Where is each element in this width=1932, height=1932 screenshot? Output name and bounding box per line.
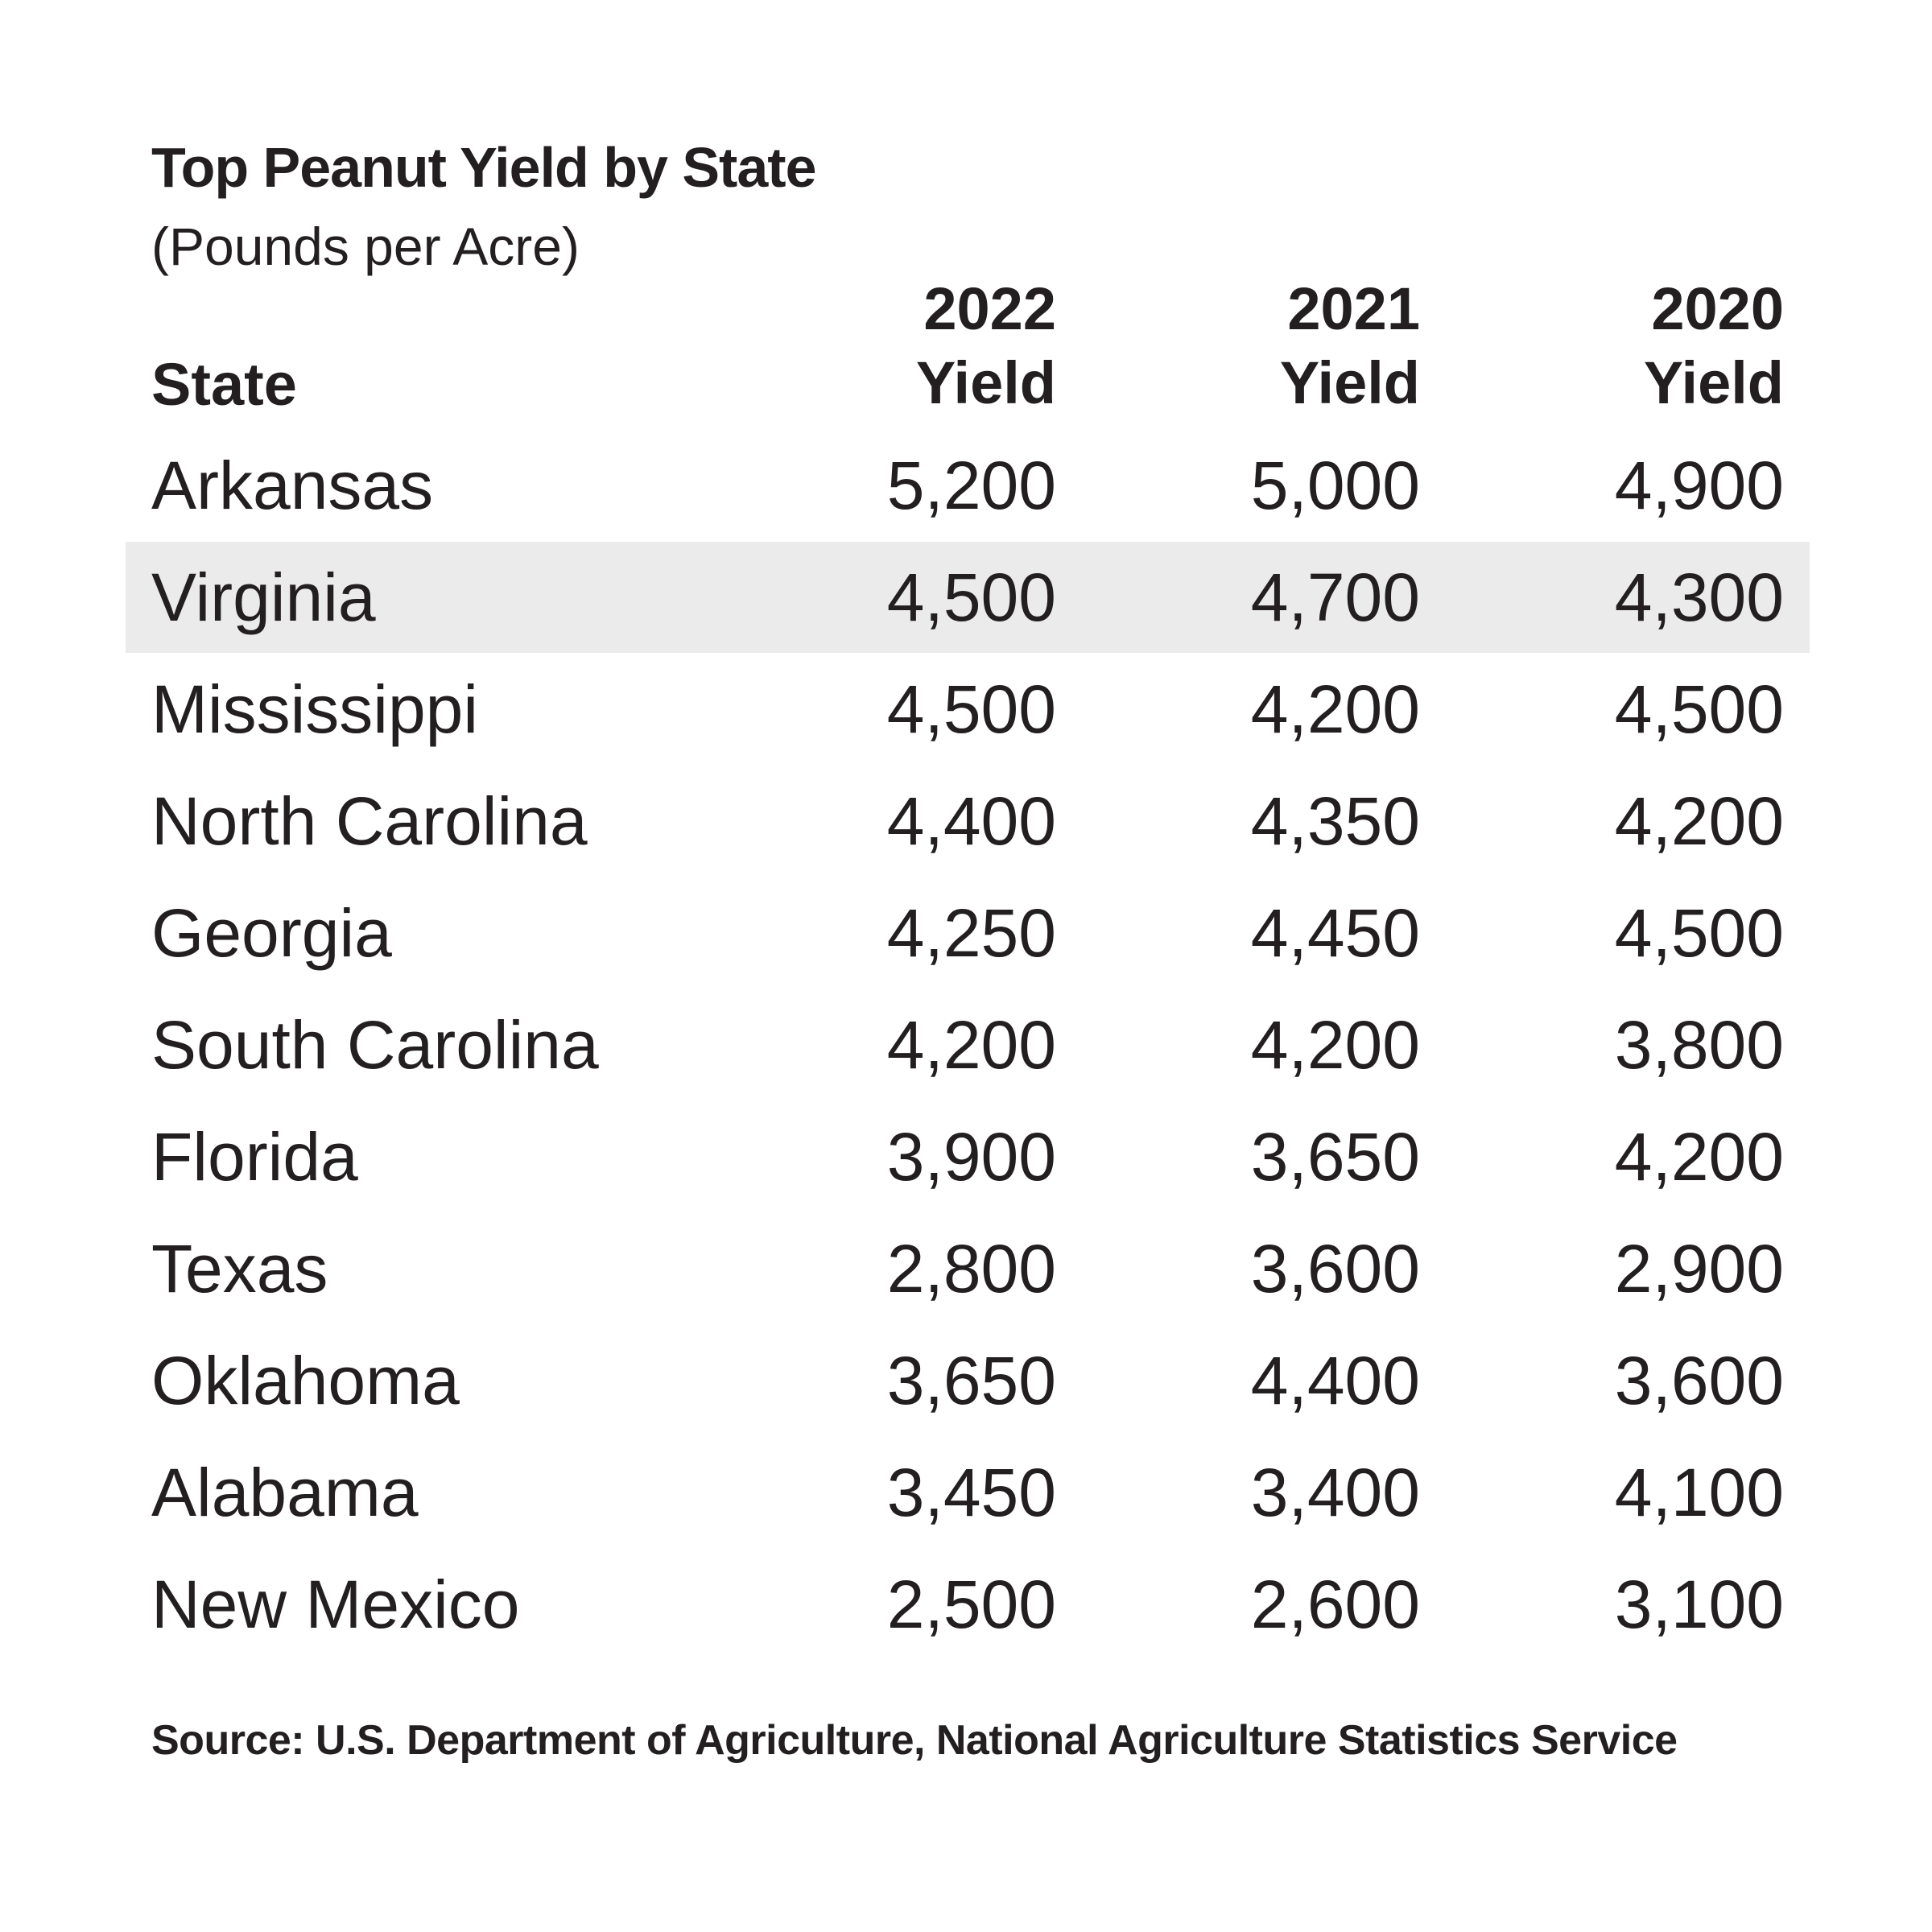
table-cell-state: New Mexico: [151, 1567, 520, 1642]
table-cell-y2020: 3,100: [1614, 1567, 1784, 1642]
table-cell-y2021: 3,600: [1250, 1231, 1420, 1307]
table-cell-state: Oklahoma: [151, 1343, 460, 1418]
table-cell-state: South Carolina: [151, 1007, 599, 1083]
header-2022-label: Yield: [915, 349, 1056, 416]
source-note: Source: U.S. Department of Agriculture, …: [151, 1717, 1678, 1764]
table-cell-state: Arkansas: [151, 448, 434, 523]
table-cell-y2022: 2,800: [886, 1231, 1056, 1307]
table-cell-state: Mississippi: [151, 671, 479, 747]
table-cell-y2021: 4,400: [1250, 1343, 1420, 1418]
header-2021-label: Yield: [1279, 349, 1420, 416]
table-cell-y2021: 4,700: [1250, 559, 1420, 635]
header-2021: 2021 Yield: [1179, 272, 1420, 420]
table-cell-y2022: 4,500: [886, 671, 1056, 747]
header-2022: 2022 Yield: [815, 272, 1056, 420]
table-cell-y2020: 4,300: [1614, 559, 1784, 635]
table-cell-y2021: 4,450: [1250, 895, 1420, 971]
header-2020-year: 2020: [1651, 275, 1784, 342]
table-title: Top Peanut Yield by State: [151, 136, 817, 199]
table-cell-y2021: 3,650: [1250, 1119, 1420, 1195]
table-cell-state: Texas: [151, 1231, 328, 1307]
header-2020: 2020 Yield: [1542, 272, 1784, 420]
table-cell-y2021: 3,400: [1250, 1455, 1420, 1530]
table-cell-y2022: 4,250: [886, 895, 1056, 971]
table-cell-y2022: 3,650: [886, 1343, 1056, 1418]
table-cell-y2020: 4,500: [1614, 671, 1784, 747]
table-cell-y2022: 2,500: [886, 1567, 1056, 1642]
table-cell-y2021: 4,350: [1250, 783, 1420, 859]
table-cell-y2022: 5,200: [886, 448, 1056, 523]
table-cell-y2021: 5,000: [1250, 448, 1420, 523]
table-cell-y2020: 2,900: [1614, 1231, 1784, 1307]
table-cell-y2020: 3,600: [1614, 1343, 1784, 1418]
table-cell-y2022: 3,900: [886, 1119, 1056, 1195]
table-cell-y2022: 4,400: [886, 783, 1056, 859]
table-cell-state: North Carolina: [151, 783, 588, 859]
table-cell-state: Virginia: [151, 559, 376, 635]
table-cell-y2022: 4,500: [886, 559, 1056, 635]
row-highlight-band: [126, 542, 1810, 653]
table-cell-y2021: 4,200: [1250, 1007, 1420, 1083]
table-cell-y2022: 4,200: [886, 1007, 1056, 1083]
table-cell-y2020: 4,200: [1614, 1119, 1784, 1195]
table-cell-y2022: 3,450: [886, 1455, 1056, 1530]
table-cell-y2020: 3,800: [1614, 1007, 1784, 1083]
table-cell-state: Alabama: [151, 1455, 419, 1530]
header-2020-label: Yield: [1643, 349, 1784, 416]
table-cell-y2021: 4,200: [1250, 671, 1420, 747]
table-cell-state: Florida: [151, 1119, 358, 1195]
table-cell-state: Georgia: [151, 895, 392, 971]
table-cell-y2020: 4,100: [1614, 1455, 1784, 1530]
header-state: State: [151, 351, 297, 418]
header-2022-year: 2022: [923, 275, 1056, 342]
table-cell-y2020: 4,500: [1614, 895, 1784, 971]
table-cell-y2020: 4,200: [1614, 783, 1784, 859]
header-2021-year: 2021: [1287, 275, 1420, 342]
table-subtitle: (Pounds per Acre): [151, 217, 580, 276]
table-cell-y2021: 2,600: [1250, 1567, 1420, 1642]
table-cell-y2020: 4,900: [1614, 448, 1784, 523]
